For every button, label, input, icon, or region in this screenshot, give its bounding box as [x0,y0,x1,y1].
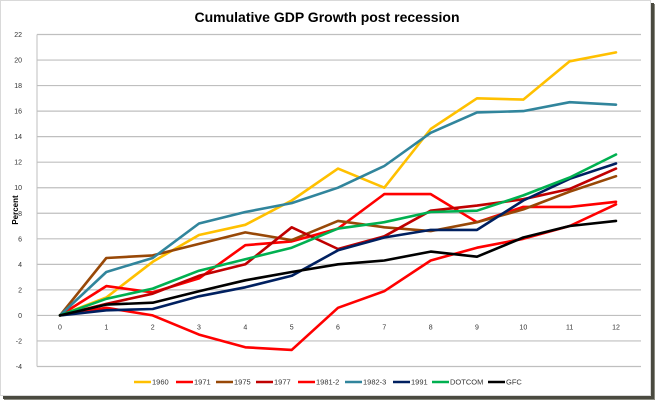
legend-label: 1991 [411,378,428,387]
x-tick-label: 9 [475,324,479,331]
legend-label: 1977 [274,378,291,387]
x-tick-label: 7 [382,324,386,331]
legend-label: 1981-2 [316,378,339,387]
x-tick-label: 10 [519,324,527,331]
legend-item: 1971 [176,378,211,387]
x-tick-label: 4 [243,324,247,331]
legend-item: 1981-2 [298,378,339,387]
legend-label: 1982-3 [363,378,386,387]
gridlines [36,33,641,368]
y-tick-label: 22 [14,32,22,39]
legend-label: GFC [506,378,522,387]
legend-item: DOTCOM [432,378,483,387]
series-line-1982-3 [58,100,618,317]
y-axis-label: Percent [11,195,20,225]
series-line-1960 [58,51,618,317]
legend-label: DOTCOM [450,378,483,387]
x-tick-label: 6 [336,324,340,331]
series-line-1991 [58,162,618,317]
x-tick-labels: 0 1 2 3 4 5 6 7 8 9 10 11 12 [58,324,620,331]
y-tick-label: -2 [16,338,22,345]
y-tick-label: 8 [18,211,22,218]
legend-item: 1960 [134,378,169,387]
y-tick-label: 14 [14,134,22,141]
chart-title: Cumulative GDP Growth post recession [194,9,459,25]
legend-label: 1960 [152,378,169,387]
y-tick-label: 12 [14,160,22,167]
x-tick-label: 3 [197,324,201,331]
legend-item: 1991 [393,378,428,387]
y-tick-label: -4 [16,364,22,371]
series-line-1975 [58,174,618,317]
y-tick-labels: -4 -2 0 2 4 6 8 10 12 14 16 18 20 22 [14,32,22,371]
x-tick-label: 5 [290,324,294,331]
y-tick-label: 18 [14,83,22,90]
y-tick-label: 10 [14,185,22,192]
x-tick-label: 1 [104,324,108,331]
legend-item: 1975 [216,378,251,387]
series-line-dotcom [58,153,618,317]
series-lines [58,51,618,352]
legend-label: 1971 [194,378,211,387]
x-tick-label: 8 [429,324,433,331]
y-tick-label: 6 [18,236,22,243]
x-tick-label: 12 [612,324,620,331]
y-tick-label: 2 [18,287,22,294]
legend-item: GFC [488,378,522,387]
legend: 1960 1971 1975 1977 1981-2 1982-3 1991 DOTCOM GF… [134,378,522,387]
x-tick-label: 2 [151,324,155,331]
legend-label: 1975 [234,378,251,387]
x-tick-label: 0 [58,324,62,331]
legend-item: 1982-3 [345,378,386,387]
series-line-gfc [58,219,618,317]
y-tick-label: 4 [18,262,22,269]
legend-item: 1977 [256,378,291,387]
y-tick-label: 20 [14,58,22,65]
y-tick-label: 0 [18,313,22,320]
x-tick-label: 11 [566,324,573,331]
y-tick-label: 16 [14,109,22,116]
